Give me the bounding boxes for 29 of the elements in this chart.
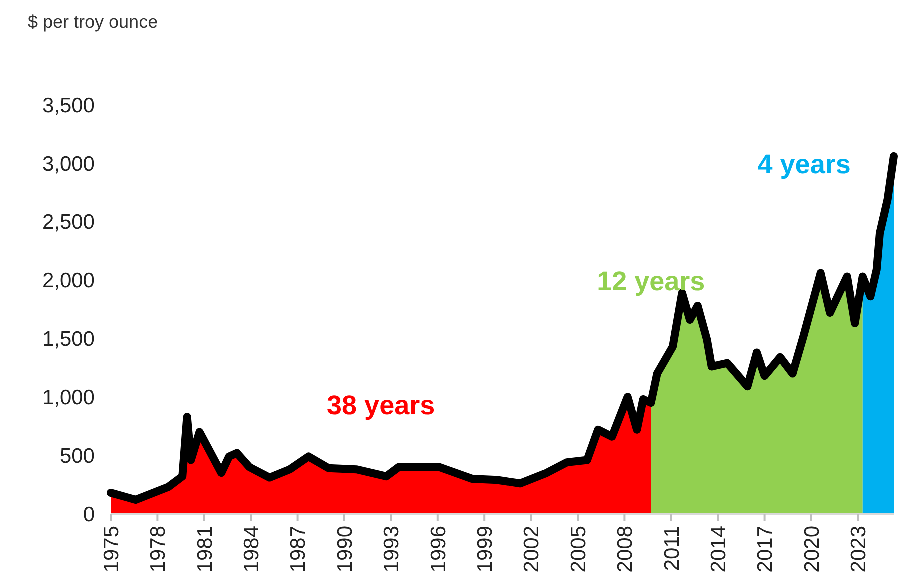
x-tick-label: 2005 bbox=[567, 526, 590, 573]
annotation: 12 years bbox=[597, 266, 706, 296]
y-tick-label: 2,500 bbox=[42, 211, 95, 234]
x-tick-label: 1990 bbox=[334, 526, 357, 573]
x-tick-label: 1987 bbox=[287, 526, 310, 573]
x-tick-label: 1978 bbox=[147, 526, 170, 573]
x-tick-label: 1999 bbox=[474, 526, 497, 573]
x-tick-label: 1981 bbox=[194, 526, 217, 573]
y-tick-label: 500 bbox=[60, 444, 95, 468]
annotation: 4 years bbox=[758, 150, 851, 180]
x-tick-label: 2023 bbox=[848, 526, 871, 573]
x-tick-label: 1984 bbox=[240, 526, 264, 573]
x-tick-label: 2017 bbox=[754, 526, 778, 573]
y-axis-title: $ per troy ounce bbox=[28, 12, 158, 32]
y-tick-label: 2,000 bbox=[42, 270, 95, 293]
x-tick-label: 2020 bbox=[800, 526, 824, 573]
x-tick-label: 2002 bbox=[520, 526, 544, 573]
y-tick-label: 0 bbox=[83, 503, 95, 526]
x-tick-label: 1993 bbox=[380, 526, 404, 573]
y-tick-label: 1,500 bbox=[42, 328, 95, 352]
x-tick-label: 1975 bbox=[100, 526, 124, 573]
y-tick-label: 3,500 bbox=[42, 94, 95, 118]
x-tick-label: 2014 bbox=[707, 526, 730, 573]
y-tick-label: 3,000 bbox=[42, 152, 95, 176]
x-tick-label: 1996 bbox=[427, 526, 450, 573]
x-tick-label: 2008 bbox=[614, 526, 638, 573]
x-tick-label: 2011 bbox=[660, 526, 684, 572]
annotation: 38 years bbox=[327, 390, 436, 420]
y-tick-label: 1,000 bbox=[42, 386, 95, 410]
